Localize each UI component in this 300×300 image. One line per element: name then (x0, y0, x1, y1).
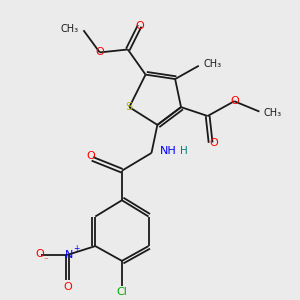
Text: O: O (36, 249, 44, 260)
Text: CH₃: CH₃ (203, 59, 221, 69)
Text: ⁻: ⁻ (43, 256, 48, 266)
Text: +: + (74, 244, 80, 253)
Text: N: N (64, 250, 73, 260)
Text: O: O (95, 47, 104, 57)
Text: O: O (209, 138, 218, 148)
Text: O: O (230, 96, 239, 106)
Text: O: O (135, 21, 144, 31)
Text: O: O (63, 282, 72, 292)
Text: Cl: Cl (116, 287, 128, 297)
Text: O: O (86, 151, 95, 161)
Text: CH₃: CH₃ (61, 24, 79, 34)
Text: CH₃: CH₃ (264, 108, 282, 118)
Text: NH: NH (160, 146, 176, 157)
Text: H: H (180, 146, 187, 157)
Text: S: S (126, 102, 133, 112)
